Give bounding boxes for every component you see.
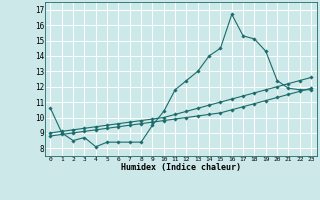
X-axis label: Humidex (Indice chaleur): Humidex (Indice chaleur) <box>121 163 241 172</box>
